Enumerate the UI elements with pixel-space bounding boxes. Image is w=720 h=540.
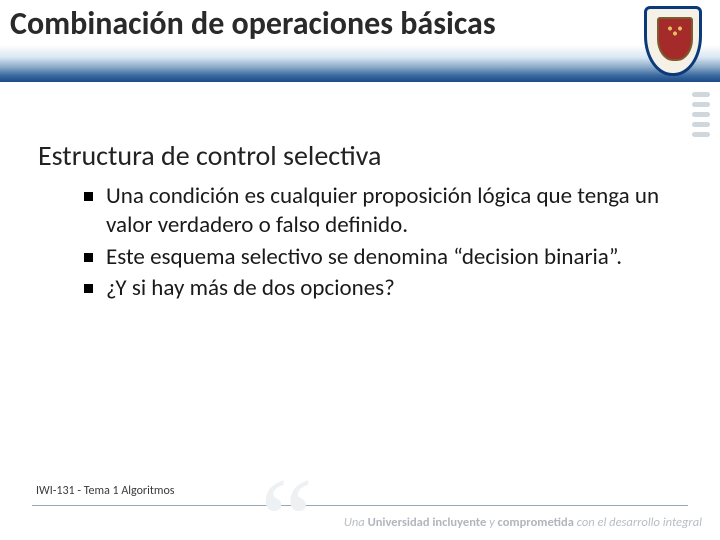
bullet-item: Una condición es cualquier proposición l…	[84, 182, 660, 241]
footer-text: IWI-131 - Tema 1 Algoritmos	[36, 484, 175, 498]
footer-rule	[32, 505, 688, 506]
tagline-part: con el desarrollo integral	[574, 515, 702, 530]
slide: Combinación de operaciones básicas Estru…	[0, 0, 720, 540]
watermark-quote-icon: “	[260, 490, 313, 540]
decorative-dots	[692, 92, 710, 137]
section-subtitle: Estructura de control selectiva	[38, 138, 381, 173]
tagline: Una Universidad incluyente y comprometid…	[344, 515, 702, 530]
university-logo	[644, 6, 706, 82]
shield-icon	[644, 6, 702, 76]
tagline-part: Una	[344, 515, 368, 530]
tagline-emphasis: comprometida	[498, 515, 574, 530]
slide-title: Combinación de operaciones básicas	[10, 4, 496, 43]
bullet-list: Una condición es cualquier proposición l…	[84, 182, 660, 306]
tagline-part: y	[486, 515, 497, 530]
bullet-item: Este esquema selectivo se denomina “deci…	[84, 243, 660, 272]
tagline-emphasis: Universidad incluyente	[368, 515, 487, 530]
bullet-item: ¿Y si hay más de dos opciones?	[84, 274, 660, 303]
